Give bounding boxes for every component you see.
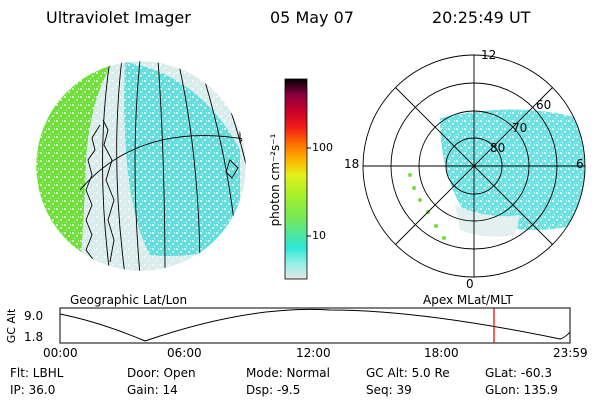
coastline <box>85 119 246 271</box>
orbit-xtick-0600: 06:00 <box>167 346 202 360</box>
info-glon: GLon: 135.9 <box>485 383 558 397</box>
geo-panel-label: Geographic Lat/Lon <box>70 293 188 307</box>
polar-panel-label: Apex MLat/MLT <box>423 293 513 307</box>
info-seq: Seq: 39 <box>366 383 412 397</box>
image-date: 05 May 07 <box>270 8 354 27</box>
polar-grid <box>362 54 586 278</box>
mlat-label-60: 60 <box>536 98 552 112</box>
geographic-image <box>36 61 246 271</box>
orbit-ymax: 9.0 <box>24 309 44 323</box>
info-dsp: Dsp: -9.5 <box>246 383 301 397</box>
info-glat: GLat: -60.3 <box>485 366 552 380</box>
colorbar-tick-100: 100 <box>312 141 333 154</box>
mlat-label-80: 80 <box>490 141 506 155</box>
mlt-label-12: 12 <box>481 48 497 62</box>
colorbar-unit-label: photon cm⁻²s⁻¹ <box>268 133 282 227</box>
orbit-xtick-0000: 00:00 <box>43 346 78 360</box>
polar-image <box>362 54 586 278</box>
orbit-xtick-1800: 18:00 <box>424 346 459 360</box>
info-mode: Mode: Normal <box>246 366 330 380</box>
mlt-label-6: 6 <box>576 157 584 171</box>
mlt-label-18: 18 <box>344 157 360 171</box>
colorbar <box>284 78 308 280</box>
auroral-points <box>408 173 446 240</box>
info-gc-alt: GC Alt: 5.0 Re <box>366 366 450 380</box>
info-ip: IP: 36.0 <box>10 383 56 397</box>
info-filter: Flt: LBHL <box>10 366 64 380</box>
orbit-xtick-2359: 23:59 <box>553 346 588 360</box>
orbit-ylabel: GC Alt <box>5 308 18 344</box>
info-gain: Gain: 14 <box>127 383 178 397</box>
orbit-xtick-1200: 12:00 <box>296 346 331 360</box>
mlt-label-0: 0 <box>466 277 474 291</box>
colorbar-tick-10: 10 <box>312 229 326 242</box>
mlat-label-70: 70 <box>512 121 528 135</box>
image-time: 20:25:49 UT <box>432 8 531 27</box>
orbit-altitude-plot <box>59 307 571 344</box>
info-door: Door: Open <box>127 366 196 380</box>
instrument-title: Ultraviolet Imager <box>46 8 191 27</box>
altitude-curve <box>59 308 571 342</box>
orbit-ymin: 1.8 <box>24 330 44 344</box>
